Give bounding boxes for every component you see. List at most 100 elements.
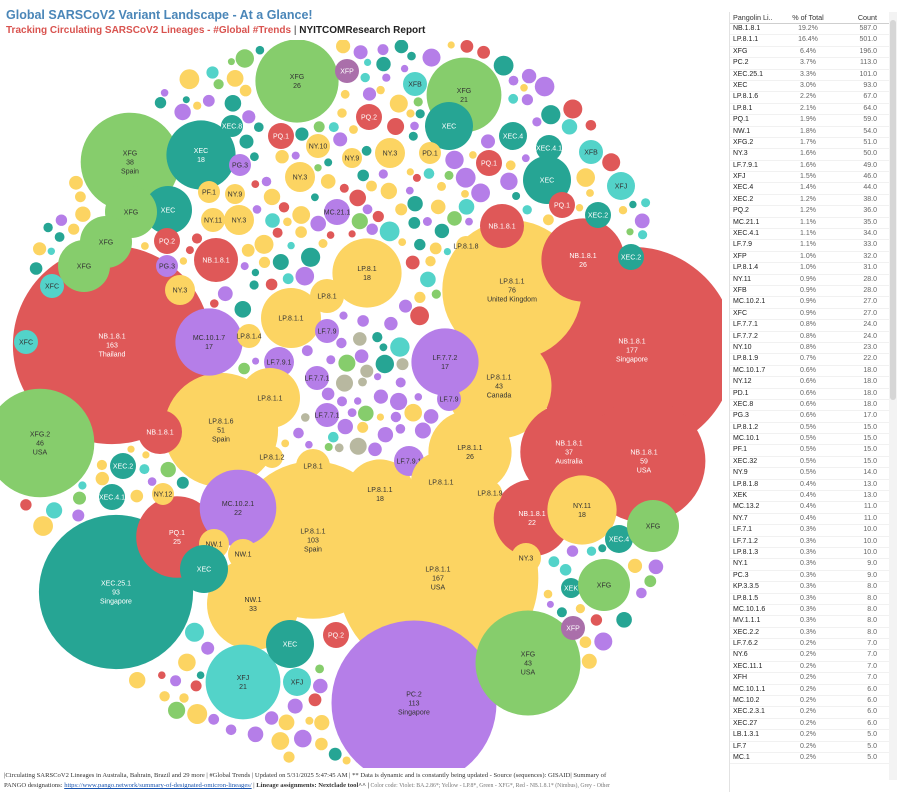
bubble-circle[interactable]: [239, 84, 252, 97]
bubble-circle[interactable]: [324, 199, 350, 225]
bubble-xec-2[interactable]: XEC.2: [618, 244, 644, 270]
bubble-circle[interactable]: [395, 203, 408, 216]
filler-bubble[interactable]: [413, 97, 423, 107]
bubble-circle[interactable]: [590, 614, 603, 626]
filler-bubble[interactable]: [364, 58, 372, 66]
bubble-circle[interactable]: [456, 236, 476, 256]
table-scrollbar[interactable]: [889, 12, 897, 780]
filler-bubble[interactable]: [295, 266, 315, 286]
filler-bubble[interactable]: [410, 306, 429, 326]
bubble-circle[interactable]: [360, 72, 370, 83]
bubble-circle[interactable]: [154, 97, 167, 109]
filler-bubble[interactable]: [394, 40, 409, 54]
filler-bubble[interactable]: [566, 545, 579, 557]
filler-bubble[interactable]: [398, 238, 407, 247]
bubble-pg-3[interactable]: PG.3: [156, 255, 178, 277]
filler-bubble[interactable]: [282, 273, 294, 285]
filler-bubble[interactable]: [287, 241, 295, 250]
bubble-circle[interactable]: [384, 316, 398, 331]
table-row[interactable]: NY.10 0.8% 23.0: [730, 343, 890, 355]
bubble-circle[interactable]: [523, 156, 571, 204]
bubble-circle[interactable]: [414, 393, 423, 401]
bubble-xfg[interactable]: XFG: [578, 559, 630, 611]
bubble-circle[interactable]: [33, 242, 47, 256]
bubble-circle[interactable]: [250, 152, 259, 162]
filler-bubble[interactable]: [575, 204, 584, 212]
bubble-circle[interactable]: [561, 578, 581, 598]
bubble-circle[interactable]: [142, 451, 150, 459]
bubble-circle[interactable]: [342, 756, 351, 765]
filler-bubble[interactable]: [95, 471, 110, 486]
bubble-circle[interactable]: [272, 227, 283, 238]
bubble-circle[interactable]: [264, 711, 279, 725]
bubble-circle[interactable]: [305, 716, 314, 725]
bubble-circle[interactable]: [471, 183, 490, 203]
bubble-circle[interactable]: [534, 76, 555, 97]
filler-bubble[interactable]: [575, 604, 586, 614]
bubble-circle[interactable]: [434, 223, 450, 239]
bubble-circle[interactable]: [447, 41, 455, 49]
filler-bubble[interactable]: [130, 489, 144, 503]
bubble-circle[interactable]: [585, 120, 597, 131]
table-row[interactable]: NY.6 0.2% 7.0: [730, 650, 890, 662]
table-row[interactable]: XEC.2.2 0.3% 8.0: [730, 628, 890, 640]
bubble-xec-2[interactable]: XEC.2: [110, 453, 136, 479]
filler-bubble[interactable]: [239, 84, 252, 97]
bubble-circle[interactable]: [575, 204, 584, 212]
bubble-circle[interactable]: [405, 255, 420, 270]
bubble-circle[interactable]: [429, 242, 442, 255]
bubble-circle[interactable]: [283, 751, 295, 763]
bubble-xec-8[interactable]: XEC.8: [221, 115, 243, 137]
bubble-circle[interactable]: [627, 558, 643, 574]
bubble-circle[interactable]: [265, 213, 280, 228]
table-row[interactable]: XEC.2.3.1 0.2% 6.0: [730, 707, 890, 719]
bubble-circle[interactable]: [229, 154, 251, 176]
filler-bubble[interactable]: [444, 170, 454, 180]
bubble-circle[interactable]: [176, 476, 189, 489]
filler-bubble[interactable]: [272, 227, 283, 238]
bubble-circle[interactable]: [425, 256, 436, 267]
bubble-circle[interactable]: [318, 239, 328, 248]
bubble-circle[interactable]: [313, 121, 325, 133]
bubble-circle[interactable]: [190, 680, 202, 692]
filler-bubble[interactable]: [404, 403, 423, 422]
bubble-circle[interactable]: [326, 355, 336, 365]
bubble-circle[interactable]: [541, 105, 561, 125]
filler-bubble[interactable]: [422, 48, 441, 67]
bubble-circle[interactable]: [408, 217, 421, 229]
table-row[interactable]: XFH 0.2% 7.0: [730, 673, 890, 685]
filler-bubble[interactable]: [333, 132, 348, 147]
filler-bubble[interactable]: [636, 587, 647, 599]
filler-bubble[interactable]: [349, 437, 367, 455]
bubble-circle[interactable]: [175, 308, 243, 376]
filler-bubble[interactable]: [543, 589, 553, 599]
bubble-circle[interactable]: [480, 204, 524, 248]
filler-bubble[interactable]: [265, 278, 278, 291]
filler-bubble[interactable]: [366, 180, 377, 192]
bubble-xfc[interactable]: XFC: [40, 274, 64, 298]
bubble-circle[interactable]: [170, 675, 182, 687]
filler-bubble[interactable]: [412, 173, 421, 182]
filler-bubble[interactable]: [407, 51, 416, 61]
table-row[interactable]: XEC.27 0.2% 6.0: [730, 719, 890, 731]
bubble-circle[interactable]: [461, 190, 469, 198]
table-row[interactable]: XEC.2 1.2% 38.0: [730, 195, 890, 207]
filler-bubble[interactable]: [301, 413, 310, 422]
bubble-circle[interactable]: [194, 238, 238, 282]
filler-bubble[interactable]: [238, 362, 250, 375]
filler-bubble[interactable]: [315, 664, 324, 674]
bubble-circle[interactable]: [348, 230, 356, 238]
bubble-circle[interactable]: [139, 464, 150, 475]
filler-bubble[interactable]: [461, 190, 469, 198]
filler-bubble[interactable]: [46, 502, 63, 519]
bubble-circle[interactable]: [445, 150, 464, 170]
filler-bubble[interactable]: [264, 711, 279, 725]
filler-bubble[interactable]: [278, 714, 295, 731]
filler-bubble[interactable]: [239, 134, 254, 149]
filler-bubble[interactable]: [434, 223, 450, 239]
bubble-circle[interactable]: [110, 453, 136, 479]
bubble-circle[interactable]: [310, 215, 327, 232]
filler-bubble[interactable]: [534, 76, 555, 97]
column-header-percent[interactable]: % of Total: [792, 13, 824, 22]
bubble-circle[interactable]: [422, 217, 432, 226]
